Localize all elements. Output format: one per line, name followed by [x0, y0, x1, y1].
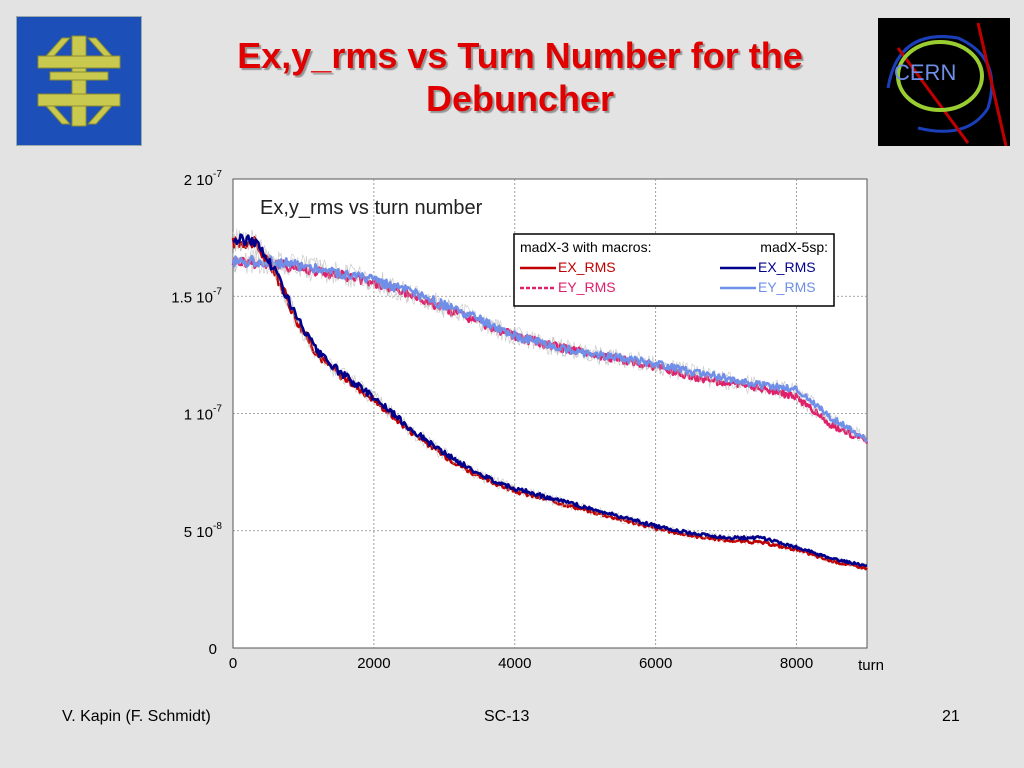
x-tick-label: 8000 — [780, 655, 813, 672]
cern-logo-text: CERN — [894, 60, 956, 85]
y-tick-exponent: -8 — [213, 521, 222, 532]
y-tick-exponent: -7 — [213, 169, 222, 180]
legend-box — [513, 233, 835, 307]
slide-title: Ex,y_rms vs Turn Number for the Debunche… — [237, 35, 803, 119]
footer-conference: SC-13 — [484, 708, 530, 725]
x-tick-label: 2000 — [357, 655, 390, 672]
x-tick-label: 6000 — [639, 655, 672, 672]
y-tick-label: 2 10 — [184, 172, 213, 189]
legend-header-madx3: madX-3 with macros: — [520, 239, 651, 255]
series-line-ey-rms-madx5sp — [231, 255, 868, 443]
legend-label: EX_RMS — [558, 259, 616, 275]
legend-header-madx5sp: madX-5sp: — [760, 239, 828, 255]
x-tick-label: 4000 — [498, 655, 531, 672]
footer-page-number: 21 — [942, 708, 960, 725]
y-tick-label: 1 10 — [184, 407, 213, 424]
chart-title: Ex,y_rms vs turn number — [260, 197, 483, 219]
legend-label: EX_RMS — [758, 259, 816, 275]
y-tick-exponent: -7 — [213, 404, 222, 415]
cern-logo-icon: CERN — [878, 18, 1010, 146]
series-line-ex-rms-madx5sp — [232, 233, 868, 567]
y-tick-label: 0 — [209, 641, 217, 658]
y-tick-label: 1.5 10 — [171, 289, 213, 306]
y-tick-exponent: -7 — [213, 286, 222, 297]
y-tick-label: 5 10 — [184, 524, 213, 541]
legend-label: EY_RMS — [558, 279, 616, 295]
footer-author: V. Kapin (F. Schmidt) — [62, 708, 211, 725]
fermilab-logo-icon — [16, 16, 142, 146]
x-axis-label: turn — [858, 657, 884, 674]
legend-label: EY_RMS — [758, 279, 816, 295]
x-tick-label: 0 — [229, 655, 237, 672]
